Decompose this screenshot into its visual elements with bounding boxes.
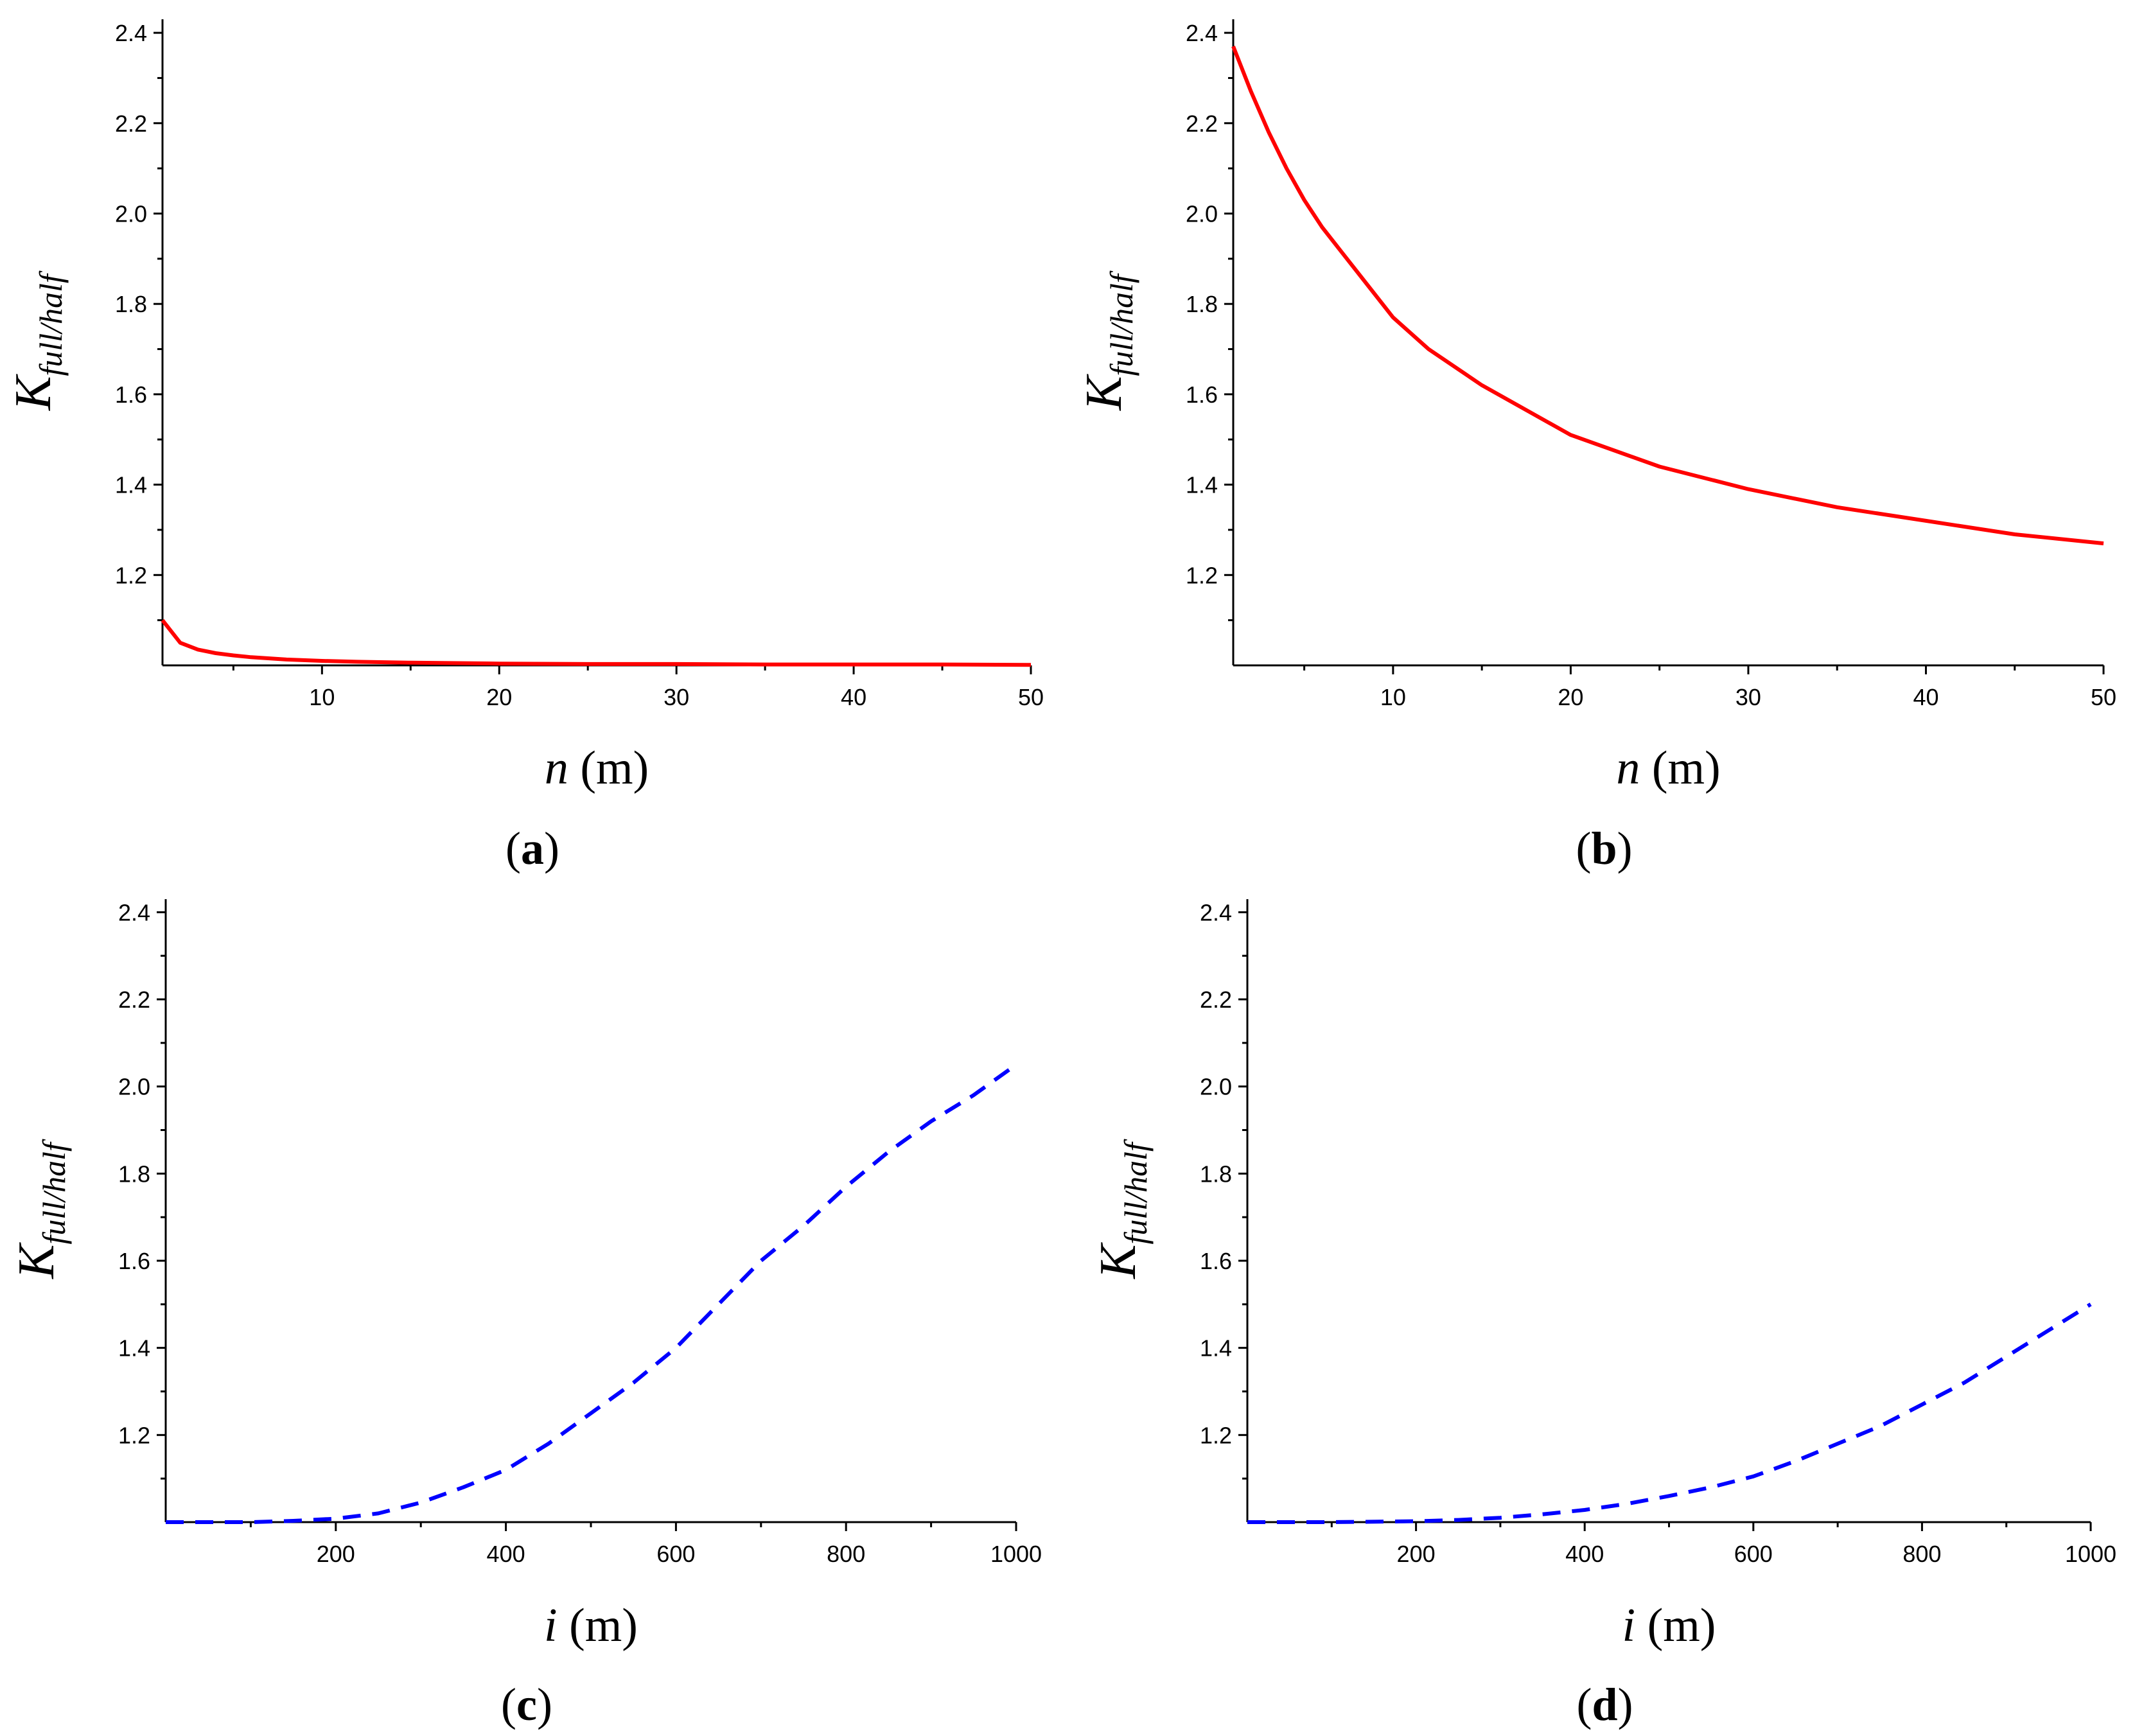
panel-label: (c) xyxy=(501,1679,552,1730)
x-tick-label: 50 xyxy=(2091,684,2116,710)
y-tick-label: 1.4 xyxy=(1186,472,1218,498)
y-axis-title-sub: full/half xyxy=(1118,1139,1154,1244)
x-axis-title: n (m) xyxy=(545,742,649,794)
y-axis-title-main: K xyxy=(5,374,62,411)
y-tick-label: 1.4 xyxy=(115,472,147,498)
x-axis-title: i (m) xyxy=(1622,1599,1716,1652)
x-tick-label: 1000 xyxy=(990,1541,1042,1567)
series-line-d xyxy=(1247,1302,2092,1524)
x-axis-title: n (m) xyxy=(1616,742,1720,794)
x-axis-title-unit: (m) xyxy=(1635,1599,1716,1652)
y-tick-label: 1.6 xyxy=(1200,1248,1232,1274)
y-tick-label: 2.4 xyxy=(1186,20,1218,46)
x-tick-label: 800 xyxy=(1902,1541,1941,1567)
x-tick-label: 40 xyxy=(841,684,866,710)
x-tick-label: 800 xyxy=(827,1541,865,1567)
series-line-b xyxy=(1231,46,2104,546)
y-tick-label: 1.6 xyxy=(118,1248,150,1274)
y-tick-label: 2.0 xyxy=(1186,201,1218,227)
y-axis-title: Kfull/half xyxy=(1076,270,1139,411)
x-axis-title-unit: (m) xyxy=(1640,742,1720,794)
x-tick-label: 40 xyxy=(1913,684,1938,710)
y-tick-label: 1.4 xyxy=(1200,1335,1232,1362)
y-axis-title-sub: full/half xyxy=(36,1139,72,1244)
panel-c: 1.2 1.4 1.6 1.8 2.0 2.2 2.4 200 400 600 800 1000 Kfu… xyxy=(8,899,1042,1730)
y-tick-label: 2.4 xyxy=(115,20,147,46)
x-axis-title-var: n xyxy=(1616,742,1640,794)
x-axis-title-var: i xyxy=(1622,1599,1636,1652)
x-tick-label: 600 xyxy=(1734,1541,1773,1567)
y-tick-label: 1.6 xyxy=(1186,381,1218,408)
x-tick-label: 20 xyxy=(486,684,512,710)
y-tick-label: 1.8 xyxy=(1200,1161,1232,1187)
y-tick-label: 1.4 xyxy=(118,1335,150,1362)
y-axis-title-main: K xyxy=(1090,1242,1147,1279)
x-tick-label: 30 xyxy=(1735,684,1761,710)
x-tick-label: 10 xyxy=(309,684,335,710)
y-tick-label: 2.0 xyxy=(118,1074,150,1100)
panel-label: (d) xyxy=(1576,1679,1633,1730)
panel-letter: b xyxy=(1591,823,1617,874)
x-axis-title: i (m) xyxy=(544,1599,638,1652)
x-tick-label: 600 xyxy=(656,1541,695,1567)
panel-letter: a xyxy=(521,823,544,874)
y-tick-label: 1.2 xyxy=(1186,562,1218,588)
x-tick-label: 400 xyxy=(487,1541,525,1567)
x-tick-label: 1000 xyxy=(2065,1541,2116,1567)
x-axis-title-unit: (m) xyxy=(558,1599,638,1652)
x-tick-label: 400 xyxy=(1565,1541,1604,1567)
y-axis-title-sub: full/half xyxy=(33,270,69,376)
panel-label: (b) xyxy=(1576,823,1632,874)
y-tick-label: 2.4 xyxy=(118,899,150,925)
x-tick-label: 200 xyxy=(1397,1541,1436,1567)
y-tick-label: 2.2 xyxy=(1200,986,1232,1013)
x-tick-label: 200 xyxy=(317,1541,355,1567)
y-axis-title-main: K xyxy=(8,1242,65,1279)
y-tick-label: 2.2 xyxy=(118,986,150,1013)
y-axis-title-sub: full/half xyxy=(1103,270,1139,376)
y-tick-label: 2.2 xyxy=(115,110,147,137)
y-axis-title-main: K xyxy=(1076,374,1132,411)
y-tick-label: 1.8 xyxy=(1186,291,1218,317)
panel-b: 1.2 1.4 1.6 1.8 2.0 2.2 2.4 10 20 30 40 50 Kfull/hal… xyxy=(1076,19,2116,874)
y-tick-label: 1.2 xyxy=(115,562,147,588)
y-tick-label: 2.4 xyxy=(1200,899,1232,925)
panel-label: (a) xyxy=(505,823,559,874)
x-tick-label: 50 xyxy=(1018,684,1044,710)
series-line-a xyxy=(161,618,1032,667)
y-axis-title: Kfull/half xyxy=(8,1139,72,1279)
x-tick-label: 20 xyxy=(1558,684,1583,710)
y-tick-label: 1.2 xyxy=(118,1422,150,1448)
y-axis-title: Kfull/half xyxy=(1090,1139,1154,1279)
y-tick-label: 2.0 xyxy=(1200,1074,1232,1100)
panel-a: 1.2 1.4 1.6 1.8 2.0 2.2 2.4 10 20 30 40 50 Kfull/hal… xyxy=(5,19,1044,874)
y-tick-label: 2.0 xyxy=(115,201,147,227)
panel-d: 1.2 1.4 1.6 1.8 2.0 2.2 2.4 200 400 600 800 1000 Kfu… xyxy=(1090,899,2116,1730)
x-axis-title-unit: (m) xyxy=(568,742,649,794)
y-tick-label: 1.6 xyxy=(115,381,147,408)
y-tick-label: 2.2 xyxy=(1186,110,1218,137)
y-tick-label: 1.8 xyxy=(115,291,147,317)
panel-letter: c xyxy=(516,1679,537,1730)
x-tick-label: 30 xyxy=(663,684,689,710)
x-tick-label: 10 xyxy=(1380,684,1406,710)
x-axis-title-var: i xyxy=(544,1599,558,1652)
y-tick-label: 1.8 xyxy=(118,1161,150,1187)
panel-letter: d xyxy=(1592,1679,1617,1730)
y-axis-title: Kfull/half xyxy=(5,270,69,411)
series-line-c xyxy=(166,1063,1017,1524)
y-tick-label: 1.2 xyxy=(1200,1422,1232,1448)
x-axis-title-var: n xyxy=(545,742,568,794)
